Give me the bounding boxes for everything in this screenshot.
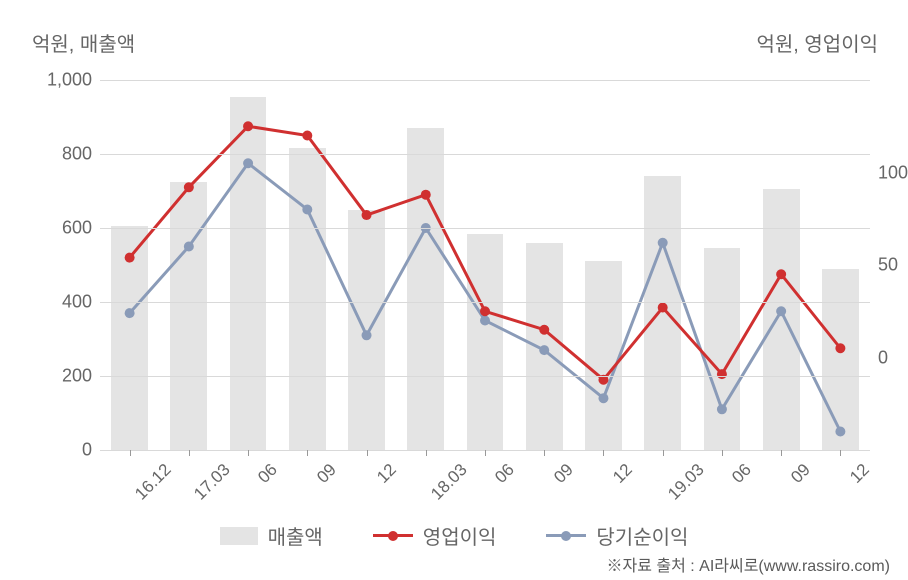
y-tick-right: 100 <box>878 162 908 183</box>
right-axis-title: 억원, 영업이익 <box>756 28 878 57</box>
x-tick-label: 06 <box>491 460 519 488</box>
x-tick-label: 12 <box>373 460 401 488</box>
operating-profit-marker <box>658 303 668 313</box>
legend: 매출액 영업이익 당기순이익 <box>0 521 908 550</box>
gridline <box>100 376 870 377</box>
y-tick-left: 0 <box>82 440 92 461</box>
legend-swatch-line-blue <box>546 534 586 537</box>
x-tick-label: 06 <box>728 460 756 488</box>
x-tick-mark <box>248 450 249 456</box>
x-tick-label: 17.03 <box>190 460 234 504</box>
operating-profit-marker <box>835 343 845 353</box>
x-tick-label: 18.03 <box>427 460 471 504</box>
x-tick-label: 19.03 <box>664 460 708 504</box>
x-tick-mark <box>130 450 131 456</box>
x-tick-mark <box>663 450 664 456</box>
x-tick-mark <box>544 450 545 456</box>
x-tick-mark <box>840 450 841 456</box>
legend-label: 매출액 <box>268 521 323 550</box>
operating-profit-marker <box>480 306 490 316</box>
left-axis-title: 억원, 매출액 <box>32 28 135 57</box>
net-income-marker <box>302 205 312 215</box>
legend-swatch-line-red <box>373 534 413 537</box>
x-tick-mark <box>426 450 427 456</box>
operating-profit-marker <box>184 182 194 192</box>
plot-area: 02004006008001,00005010016.1217.03060912… <box>100 80 870 450</box>
x-tick-label: 06 <box>254 460 282 488</box>
net-income-marker <box>776 306 786 316</box>
x-tick-mark <box>722 450 723 456</box>
operating-profit-marker <box>362 210 372 220</box>
y-tick-left: 800 <box>62 144 92 165</box>
operating-profit-marker <box>776 269 786 279</box>
x-tick-mark <box>367 450 368 456</box>
operating-profit-marker <box>421 190 431 200</box>
x-tick-label: 09 <box>550 460 578 488</box>
gridline <box>100 228 870 229</box>
net-income-marker <box>362 330 372 340</box>
legend-label: 당기순이익 <box>596 521 688 550</box>
y-tick-right: 50 <box>878 255 898 276</box>
operating-profit-marker <box>539 325 549 335</box>
x-tick-label: 09 <box>313 460 341 488</box>
y-tick-left: 600 <box>62 218 92 239</box>
net-income-marker <box>243 158 253 168</box>
net-income-line <box>130 163 841 431</box>
x-tick-label: 09 <box>787 460 815 488</box>
x-tick-label: 16.12 <box>131 460 175 504</box>
operating-profit-marker <box>302 131 312 141</box>
x-tick-mark <box>485 450 486 456</box>
y-tick-right: 0 <box>878 347 888 368</box>
operating-profit-line <box>130 126 841 379</box>
x-tick-mark <box>781 450 782 456</box>
source-attribution: ※자료 출처 : AI라씨로(www.rassiro.com) <box>606 552 890 576</box>
line-layer <box>100 80 870 450</box>
net-income-marker <box>184 242 194 252</box>
operating-profit-marker <box>717 369 727 379</box>
y-tick-left: 1,000 <box>47 70 92 91</box>
legend-item-line2: 당기순이익 <box>546 521 688 550</box>
gridline <box>100 80 870 81</box>
y-tick-left: 200 <box>62 366 92 387</box>
x-tick-mark <box>307 450 308 456</box>
net-income-marker <box>835 427 845 437</box>
net-income-marker <box>658 238 668 248</box>
net-income-marker <box>598 393 608 403</box>
legend-swatch-bar <box>220 527 258 545</box>
x-tick-label: 12 <box>846 460 874 488</box>
legend-label: 영업이익 <box>423 521 497 550</box>
chart-container: 억원, 매출액 억원, 영업이익 02004006008001,00005010… <box>10 10 898 550</box>
gridline <box>100 302 870 303</box>
operating-profit-marker <box>125 253 135 263</box>
gridline <box>100 154 870 155</box>
y-tick-left: 400 <box>62 292 92 313</box>
net-income-marker <box>717 404 727 414</box>
legend-item-bars: 매출액 <box>220 521 323 550</box>
net-income-marker <box>125 308 135 318</box>
x-tick-label: 12 <box>610 460 638 488</box>
net-income-marker <box>480 316 490 326</box>
x-tick-mark <box>189 450 190 456</box>
x-tick-mark <box>603 450 604 456</box>
operating-profit-marker <box>243 121 253 131</box>
legend-item-line1: 영업이익 <box>373 521 497 550</box>
net-income-marker <box>539 345 549 355</box>
